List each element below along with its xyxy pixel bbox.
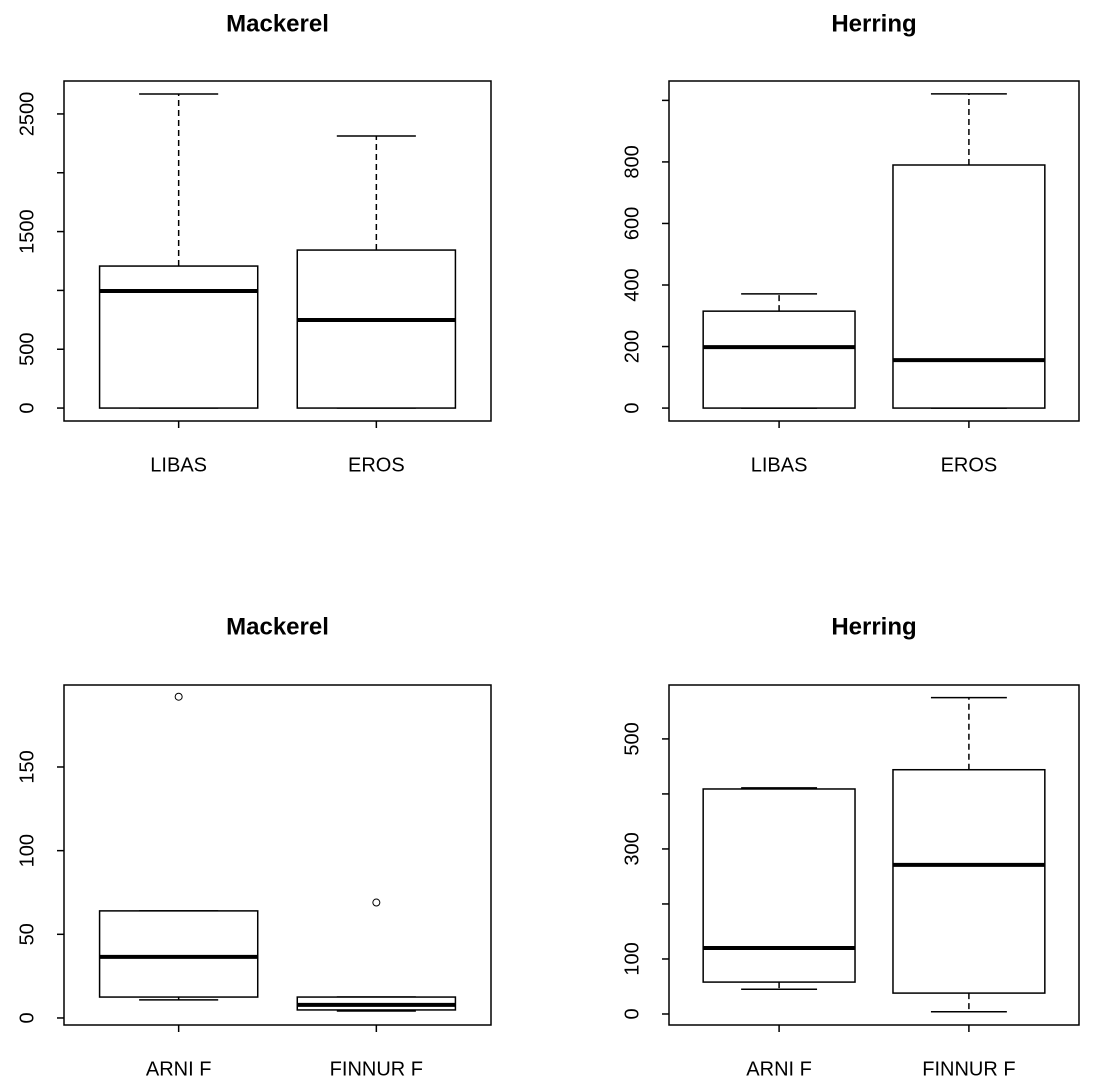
y-tick-label: 300 xyxy=(621,832,643,865)
x-tick-label: LIBAS xyxy=(751,454,808,476)
y-tick-label: 50 xyxy=(16,923,38,945)
y-tick-label: 800 xyxy=(621,145,643,178)
y-tick-label: 0 xyxy=(621,403,643,414)
plot-frame xyxy=(668,80,1080,422)
x-tick-label: EROS xyxy=(941,454,998,476)
box xyxy=(702,310,856,409)
y-tick-label: 200 xyxy=(621,330,643,363)
y-tick-label: 100 xyxy=(621,942,643,975)
box xyxy=(98,265,259,409)
y-tick-label: 1500 xyxy=(16,209,38,254)
box xyxy=(892,164,1046,409)
x-tick-label: FINNUR F xyxy=(922,1058,1015,1080)
y-tick-label: 500 xyxy=(621,722,643,755)
box xyxy=(892,768,1046,994)
outlier xyxy=(372,898,381,907)
y-tick-label: 0 xyxy=(16,402,38,413)
x-tick-label: EROS xyxy=(348,454,405,476)
plot-frame xyxy=(668,684,1080,1026)
box xyxy=(98,910,259,998)
y-tick-label: 0 xyxy=(16,1012,38,1023)
x-tick-label: LIBAS xyxy=(150,454,207,476)
y-tick-label: 100 xyxy=(16,834,38,867)
box xyxy=(296,249,457,409)
plot-frame xyxy=(63,684,492,1026)
chart-title: Mackerel xyxy=(226,613,329,640)
y-tick-label: 400 xyxy=(621,268,643,301)
y-tick-label: 500 xyxy=(16,333,38,366)
plot-frame xyxy=(63,80,492,422)
chart-title: Herring xyxy=(831,10,916,37)
chart-title: Herring xyxy=(831,613,916,640)
box xyxy=(702,788,856,983)
x-tick-label: ARNI F xyxy=(746,1058,812,1080)
outlier xyxy=(174,692,183,701)
y-tick-label: 0 xyxy=(621,1008,643,1019)
x-tick-label: ARNI F xyxy=(146,1058,212,1080)
y-tick-label: 150 xyxy=(16,750,38,783)
chart-title: Mackerel xyxy=(226,10,329,37)
y-tick-label: 600 xyxy=(621,207,643,240)
y-tick-label: 2500 xyxy=(16,92,38,137)
x-tick-label: FINNUR F xyxy=(330,1058,423,1080)
